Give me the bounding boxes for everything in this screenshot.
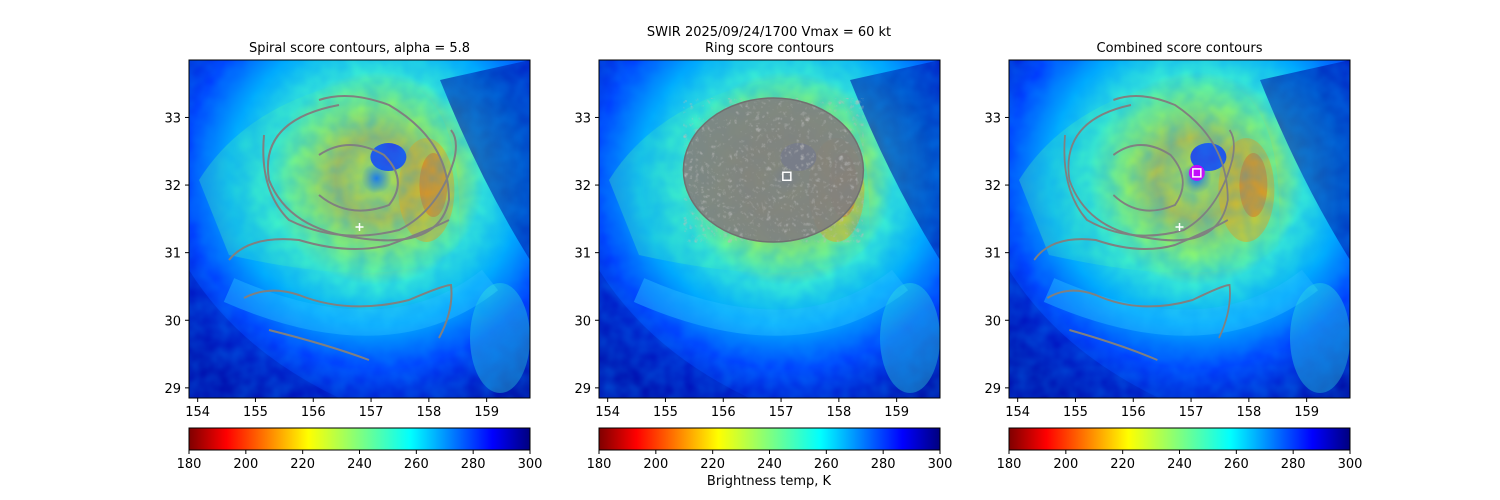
- x-tick-label: 157: [769, 405, 794, 420]
- x-tick-label: 156: [301, 405, 326, 420]
- colorbar-3: 180 200 220 240 260 280 300: [997, 427, 1363, 472]
- colorbar-tick-label: 220: [1110, 457, 1135, 472]
- y-tick-label: 30: [164, 314, 181, 329]
- colorbar-tick-label: 280: [871, 457, 896, 472]
- colorbar-label: Brightness temp, K: [707, 474, 832, 489]
- axes-frame: [598, 59, 941, 399]
- colorbar-tick-label: 300: [1338, 457, 1363, 472]
- x-tick-label: 156: [711, 405, 736, 420]
- panel-2: Ring score contours 154 155 156 157 158 159 29 3…: [574, 41, 941, 420]
- colorbar-tick-label: 300: [928, 457, 953, 472]
- y-tick-label: 33: [164, 111, 181, 126]
- y-tick-label: 33: [984, 111, 1001, 126]
- y-tick-label: 32: [574, 179, 591, 194]
- panel-3: Combined score contours 154 155 156 157 158 15…: [984, 41, 1351, 420]
- x-tick-label: 154: [185, 405, 210, 420]
- center-plus-marker: [355, 222, 364, 231]
- x-tick-label: 154: [595, 405, 620, 420]
- colorbar-tick-label: 180: [997, 457, 1022, 472]
- brightness-image: [599, 60, 940, 398]
- colorbar-tick-label: 200: [1053, 457, 1078, 472]
- colorbar-tick-label: 280: [461, 457, 486, 472]
- x-tick-label: 158: [1236, 405, 1261, 420]
- center-square-marker: [1192, 168, 1202, 178]
- colorbar-tick-label: 220: [290, 457, 315, 472]
- x-tick-label: 157: [359, 405, 384, 420]
- center-plus-marker: [1175, 222, 1184, 231]
- y-tick-label: 29: [164, 382, 181, 397]
- suptitle: SWIR 2025/09/24/1700 Vmax = 60 kt: [647, 25, 891, 40]
- ring-contour-field: [682, 97, 865, 243]
- panel-title: Spiral score contours, alpha = 5.8: [249, 41, 470, 56]
- axes-frame: [1008, 59, 1351, 399]
- x-tick-label: 155: [653, 405, 678, 420]
- x-tick-label: 154: [1005, 405, 1030, 420]
- y-tick-label: 32: [164, 179, 181, 194]
- x-tick-label: 159: [474, 405, 499, 420]
- colorbar-tick-label: 260: [814, 457, 839, 472]
- x-tick-label: 158: [416, 405, 441, 420]
- colorbar-tick-label: 220: [700, 457, 725, 472]
- y-tick-label: 29: [984, 382, 1001, 397]
- x-tick-label: 155: [1063, 405, 1088, 420]
- colorbar-gradient: [598, 427, 941, 451]
- score-contours: [228, 95, 457, 361]
- panel-title: Combined score contours: [1097, 41, 1263, 56]
- y-tick-label: 33: [574, 111, 591, 126]
- x-tick-label: 159: [884, 405, 909, 420]
- x-tick-label: 159: [1294, 405, 1319, 420]
- colorbar-gradient: [1008, 427, 1351, 451]
- colorbar-tick-label: 260: [1224, 457, 1249, 472]
- y-tick-label: 30: [984, 314, 1001, 329]
- y-tick-label: 31: [574, 247, 591, 262]
- colorbar-tick-label: 280: [1281, 457, 1306, 472]
- colorbar-tick-label: 240: [1167, 457, 1192, 472]
- y-tick-label: 31: [984, 247, 1001, 262]
- center-square-marker: [782, 171, 792, 182]
- colorbar-tick-label: 200: [233, 457, 258, 472]
- colorbar-tick-label: 260: [404, 457, 429, 472]
- colorbar-tick-label: 240: [757, 457, 782, 472]
- colorbar-tick-label: 180: [587, 457, 612, 472]
- colorbar-tick-label: 300: [518, 457, 543, 472]
- colorbar-gradient: [188, 427, 531, 451]
- x-tick-label: 155: [243, 405, 268, 420]
- x-tick-label: 156: [1121, 405, 1146, 420]
- colorbar-2: 180 200 220 240 260 280 300: [587, 427, 953, 472]
- colorbar-1: 180 200 220 240 260 280 300: [177, 427, 543, 472]
- colorbar-tick-label: 240: [347, 457, 372, 472]
- x-tick-label: 158: [826, 405, 851, 420]
- score-contours: [1033, 95, 1235, 361]
- colorbar-tick-label: 180: [177, 457, 202, 472]
- colorbar-tick-label: 200: [643, 457, 668, 472]
- panel-1: Spiral score contours, alpha = 5.8 154 155…: [164, 41, 531, 420]
- y-tick-label: 31: [164, 247, 181, 262]
- y-tick-label: 30: [574, 314, 591, 329]
- y-tick-label: 29: [574, 382, 591, 397]
- x-tick-label: 157: [1179, 405, 1204, 420]
- panel-title: Ring score contours: [705, 41, 834, 56]
- y-tick-label: 32: [984, 179, 1001, 194]
- axes-frame: [188, 59, 531, 399]
